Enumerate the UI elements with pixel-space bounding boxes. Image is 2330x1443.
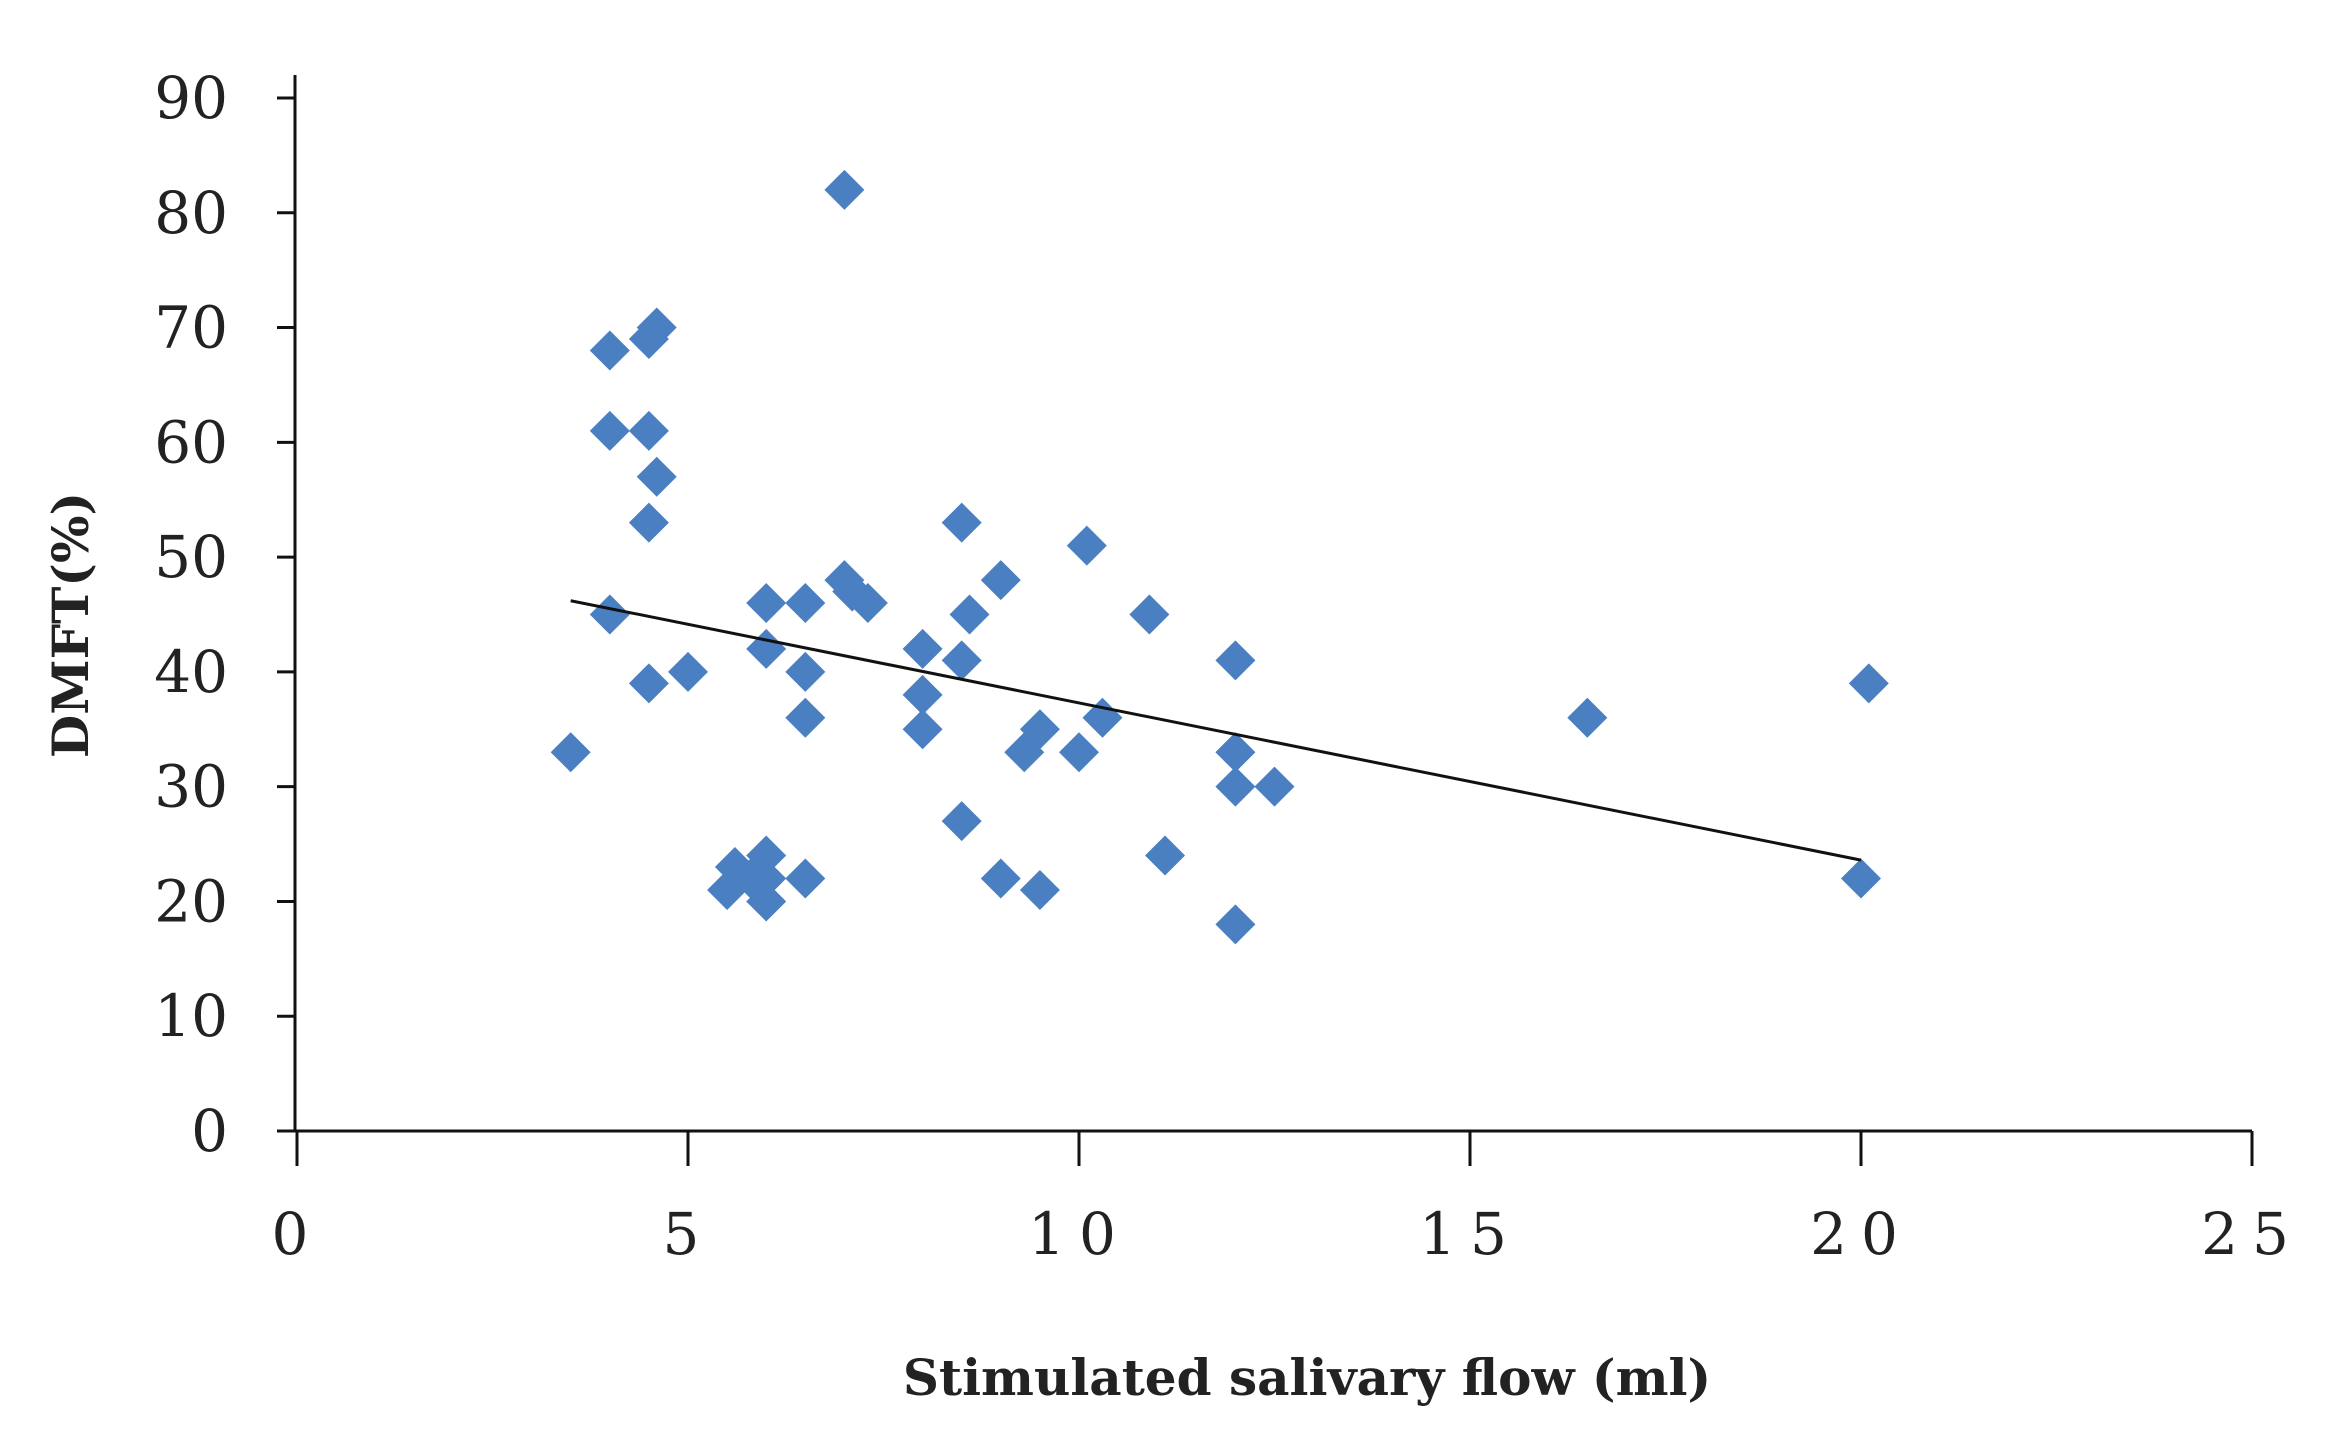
data-point xyxy=(1567,697,1608,738)
data-point xyxy=(824,169,865,210)
data-point xyxy=(628,410,669,451)
data-point xyxy=(668,651,708,692)
data-point xyxy=(746,835,787,876)
x-axis-title: Stimulated salivary flow (ml) xyxy=(903,1348,1711,1407)
data-point xyxy=(1082,697,1123,738)
data-point xyxy=(980,858,1021,899)
x-tick-label: 25 xyxy=(2201,1200,2303,1268)
data-point xyxy=(589,330,630,371)
data-point xyxy=(589,410,630,451)
data-point xyxy=(636,456,677,497)
x-tick-label: 20 xyxy=(1810,1200,1912,1268)
data-point xyxy=(902,628,943,669)
data-point xyxy=(941,640,982,681)
data-point xyxy=(785,651,826,692)
data-point xyxy=(1215,904,1256,945)
y-tick-label: 60 xyxy=(154,408,228,476)
data-point xyxy=(1254,766,1295,807)
data-point xyxy=(1019,869,1060,910)
data-point xyxy=(1066,525,1107,566)
x-ticks: 0 5 10 15 20 25 xyxy=(272,1131,2303,1268)
data-point xyxy=(1145,835,1186,876)
data-point xyxy=(785,583,826,624)
data-point xyxy=(941,801,982,842)
x-tick-label: 10 xyxy=(1028,1200,1130,1268)
x-tick-label: 0 xyxy=(272,1200,323,1268)
trendline xyxy=(570,599,1862,862)
data-point xyxy=(628,663,669,704)
x-tick-label: 15 xyxy=(1419,1200,1521,1268)
data-point xyxy=(746,628,787,669)
data-point xyxy=(902,709,943,750)
data-point xyxy=(847,583,888,624)
y-tick-label: 10 xyxy=(154,982,228,1050)
data-point xyxy=(1848,663,1889,704)
y-axis-title: DMFT(%) xyxy=(41,492,100,758)
y-tick-label: 80 xyxy=(154,179,228,247)
y-tick-label: 40 xyxy=(154,638,228,706)
axes xyxy=(277,75,2252,1133)
data-point xyxy=(1215,732,1256,773)
y-tick-label: 0 xyxy=(191,1097,228,1165)
y-tick-label: 50 xyxy=(154,523,228,591)
data-point xyxy=(746,881,787,922)
data-point xyxy=(1215,766,1256,807)
data-point xyxy=(902,674,943,715)
data-point xyxy=(980,560,1021,601)
x-tick-label: 5 xyxy=(663,1200,714,1268)
data-points xyxy=(550,169,1889,945)
y-ticks: 0 10 20 30 40 50 60 70 80 90 xyxy=(154,64,295,1165)
y-tick-label: 70 xyxy=(154,294,228,362)
data-point xyxy=(628,502,669,543)
data-point xyxy=(1841,858,1881,899)
data-point xyxy=(550,732,591,773)
data-point xyxy=(785,697,826,738)
data-point xyxy=(941,502,982,543)
data-point xyxy=(1215,640,1256,681)
y-tick-label: 30 xyxy=(154,753,228,821)
data-point xyxy=(746,858,787,899)
y-tick-label: 90 xyxy=(154,64,228,132)
data-point xyxy=(949,594,990,635)
data-point xyxy=(1129,594,1170,635)
data-point xyxy=(746,583,787,624)
data-point xyxy=(785,858,826,899)
y-tick-label: 20 xyxy=(154,867,228,935)
data-point xyxy=(589,594,630,635)
data-point xyxy=(636,307,677,348)
data-point xyxy=(1059,732,1099,773)
data-point xyxy=(1019,709,1060,750)
